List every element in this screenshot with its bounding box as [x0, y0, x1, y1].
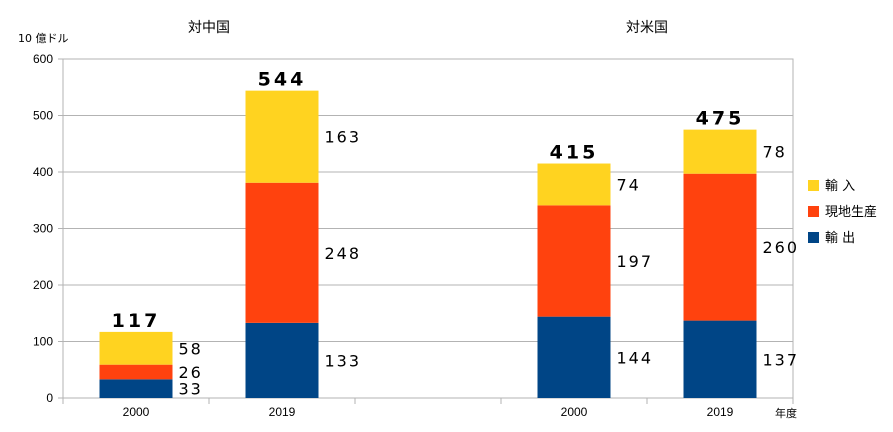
x-tick-label: 2019 [707, 405, 734, 419]
legend-label: 輸 出 [825, 231, 855, 246]
bar-segment [245, 322, 319, 398]
bar-segment [99, 379, 173, 398]
segment-value-label: 248 [325, 244, 362, 263]
bar-segment [537, 163, 611, 206]
bar-segment [99, 331, 173, 365]
segment-value-label: 197 [617, 252, 654, 271]
segment-value-label: 144 [617, 348, 654, 367]
y-tick-label: 0 [46, 391, 53, 405]
bar-segment [683, 173, 757, 321]
segment-value-label: 260 [763, 238, 800, 257]
group-title: 対米国 [626, 20, 668, 36]
legend-swatch [808, 232, 819, 243]
segment-value-label: 26 [179, 363, 203, 382]
total-value-label: 117 [112, 310, 161, 332]
bar-segment [683, 320, 757, 398]
y-tick-label: 500 [33, 109, 53, 123]
y-tick-label: 200 [33, 278, 53, 292]
segment-value-label: 78 [763, 143, 787, 162]
segment-value-label: 133 [325, 351, 362, 370]
total-value-label: 475 [696, 108, 745, 130]
segment-value-label: 33 [179, 380, 203, 399]
total-value-label: 415 [550, 142, 599, 164]
x-axis-ticks: 2000 2019 2000 2019 [62, 398, 794, 419]
bar-segment [245, 182, 319, 323]
y-tick-label: 300 [33, 222, 53, 236]
y-tick-label: 100 [33, 335, 53, 349]
y-unit-label: 10 億ドル [18, 32, 69, 45]
segment-value-label: 137 [763, 350, 800, 369]
legend-label: 輸 入 [825, 179, 855, 194]
bar-segment [537, 316, 611, 398]
group-title: 対中国 [188, 20, 230, 36]
total-value-label: 544 [258, 69, 307, 91]
bars [99, 90, 757, 398]
y-axis-ticks: 0 100 200 300 400 500 600 [33, 52, 63, 405]
bar-segment [683, 129, 757, 174]
segment-value-label: 74 [617, 175, 641, 194]
legend-swatch [808, 206, 819, 217]
bar-segment [245, 90, 319, 183]
bar-segment [537, 205, 611, 317]
y-tick-label: 400 [33, 165, 53, 179]
segment-value-label: 58 [179, 339, 203, 358]
x-tick-label: 2000 [123, 405, 150, 419]
legend-label: 現地生産 [825, 204, 877, 220]
y-tick-label: 600 [33, 52, 53, 66]
group-titles: 対中国 対米国 [188, 20, 668, 36]
x-tick-label: 2019 [269, 405, 296, 419]
legend-swatch [808, 180, 819, 191]
x-tick-label: 2000 [561, 405, 588, 419]
bar-segment [99, 364, 173, 380]
gridlines [63, 58, 793, 399]
x-unit-label: 年度 [775, 406, 797, 420]
segment-value-label: 163 [325, 128, 362, 147]
